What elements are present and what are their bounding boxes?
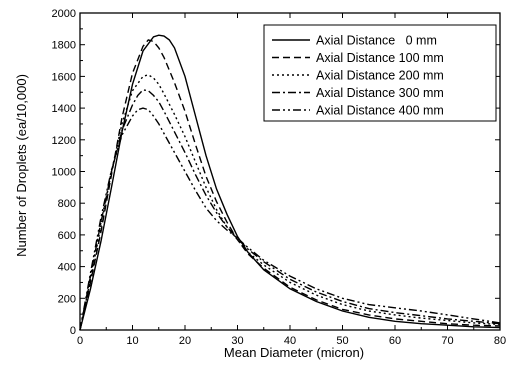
y-axis-title: Number of Droplets (ea/10,000): [14, 74, 29, 257]
y-tick-label-7: 1400: [52, 103, 76, 115]
y-tick-label-0: 0: [70, 325, 76, 337]
x-tick-label-2: 20: [179, 335, 191, 347]
axes-layer: 0 10 20 30 40 50 60 70 8002004006008001000120014…: [52, 8, 507, 347]
y-tick-label-4: 800: [58, 198, 76, 210]
legend-label-2: Axial Distance 200 mm: [316, 69, 444, 83]
y-tick-label-6: 1200: [52, 135, 76, 147]
x-tick-label-5: 50: [336, 335, 348, 347]
x-tick-label-7: 70: [441, 335, 453, 347]
series-layer: [79, 34, 501, 331]
y-tick-label-5: 1000: [52, 167, 76, 179]
x-tick-label-1: 10: [126, 335, 138, 347]
series-line-1: [79, 39, 501, 331]
x-tick-label-6: 60: [389, 335, 401, 347]
x-axis-title: Mean Diameter (micron): [224, 345, 364, 360]
series-line-4: [79, 107, 501, 331]
series-line-2: [79, 74, 501, 331]
legend-label-3: Axial Distance 300 mm: [316, 86, 444, 100]
x-tick-label-8: 80: [494, 335, 506, 347]
y-tick-label-2: 400: [58, 262, 76, 274]
legend-label-0: Axial Distance 0 mm: [316, 34, 437, 48]
y-tick-label-1: 200: [58, 293, 76, 305]
x-tick-label-3: 30: [231, 335, 243, 347]
x-tick-label-0: 0: [77, 335, 83, 347]
legend-box: [263, 24, 497, 122]
legend-label-4: Axial Distance 400 mm: [316, 104, 444, 118]
y-tick-label-9: 1800: [52, 40, 76, 52]
series-line-3: [79, 89, 501, 331]
y-tick-label-3: 600: [58, 230, 76, 242]
x-tick-label-4: 40: [284, 335, 296, 347]
legend-label-1: Axial Distance 100 mm: [316, 51, 444, 65]
y-tick-label-10: 2000: [52, 8, 76, 20]
y-tick-label-8: 1600: [52, 71, 76, 83]
legend: Axial Distance 0 mm Axial Distance 100 mm…: [263, 24, 497, 122]
